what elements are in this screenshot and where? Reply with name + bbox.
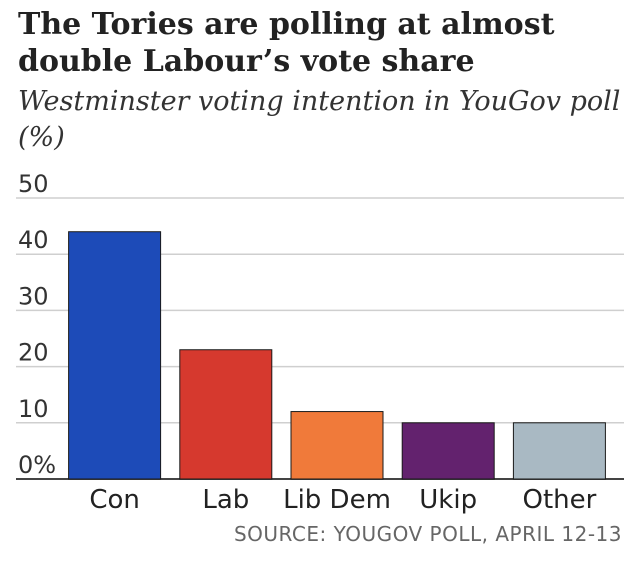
- y-tick-label: 10: [18, 395, 49, 423]
- category-label: Lib Dem: [283, 485, 391, 515]
- category-label: Con: [89, 485, 140, 515]
- y-tick-label: 0%: [18, 451, 56, 479]
- chart-subtitle: Westminster voting intention in YouGov p…: [18, 86, 621, 153]
- bar-other: [512, 422, 606, 480]
- y-tick-label: 50: [18, 170, 49, 198]
- bar-con: [68, 231, 162, 480]
- category-label: Lab: [202, 485, 249, 515]
- bar-ukip: [401, 422, 495, 480]
- y-tick-label: 40: [18, 226, 49, 254]
- y-tick-label: 30: [18, 282, 49, 310]
- chart-title: The Tories are polling at almost double …: [18, 7, 555, 79]
- category-label: Ukip: [419, 485, 477, 515]
- source-note: SOURCE: YOUGOV POLL, APRIL 12-13: [233, 522, 622, 546]
- category-label: Other: [522, 485, 596, 515]
- y-tick-label: 20: [18, 339, 49, 367]
- bar-lab: [179, 349, 273, 480]
- bar-lib-dem: [290, 411, 384, 480]
